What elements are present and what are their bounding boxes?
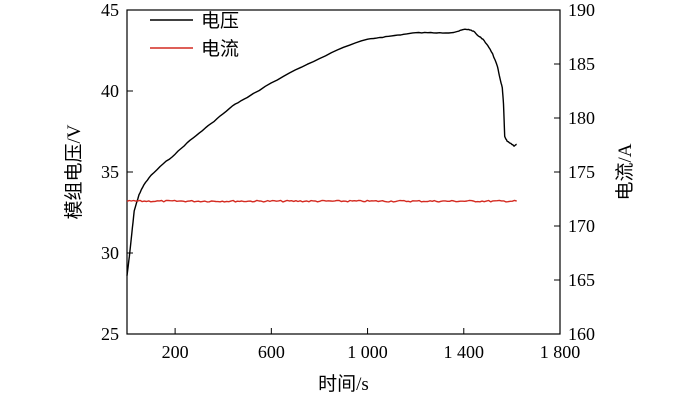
legend: 电压 电流	[150, 10, 239, 60]
x-tick-label: 1 400	[444, 342, 485, 362]
y-left-tick-label: 40	[101, 81, 119, 101]
legend-label-current: 电流	[201, 38, 239, 60]
y-axis-right: 160 165 170 175 180 185 190	[554, 0, 595, 344]
y-right-tick-label: 175	[568, 162, 595, 182]
y-left-tick-label: 45	[101, 0, 119, 20]
y-axis-left-title: 模组电压/V	[63, 124, 85, 219]
y-right-tick-label: 165	[568, 270, 595, 290]
x-tick-label: 600	[258, 342, 285, 362]
x-tick-label: 1 800	[540, 342, 581, 362]
y-right-tick-label: 185	[568, 54, 595, 74]
series-lines	[126, 28, 517, 276]
y-left-tick-label: 30	[101, 243, 119, 263]
x-axis: 200 600 1 000 1 400 1 800	[162, 328, 581, 362]
y-left-tick-label: 25	[101, 324, 119, 344]
y-axis-right-title: 电流/A	[614, 143, 636, 200]
y-right-tick-label: 170	[568, 216, 595, 236]
x-axis-title: 时间/s	[318, 373, 369, 395]
y-right-tick-label: 190	[568, 0, 595, 20]
x-tick-label: 1 000	[347, 342, 388, 362]
legend-label-voltage: 电压	[201, 10, 239, 32]
x-tick-label: 200	[162, 342, 189, 362]
y-left-tick-label: 35	[101, 162, 119, 182]
y-right-tick-label: 160	[568, 324, 595, 344]
series-voltage-line	[126, 28, 517, 276]
y-right-tick-label: 180	[568, 108, 595, 128]
series-current-line	[126, 199, 517, 203]
y-axis-left: 25 30 35 40 45	[101, 0, 133, 344]
